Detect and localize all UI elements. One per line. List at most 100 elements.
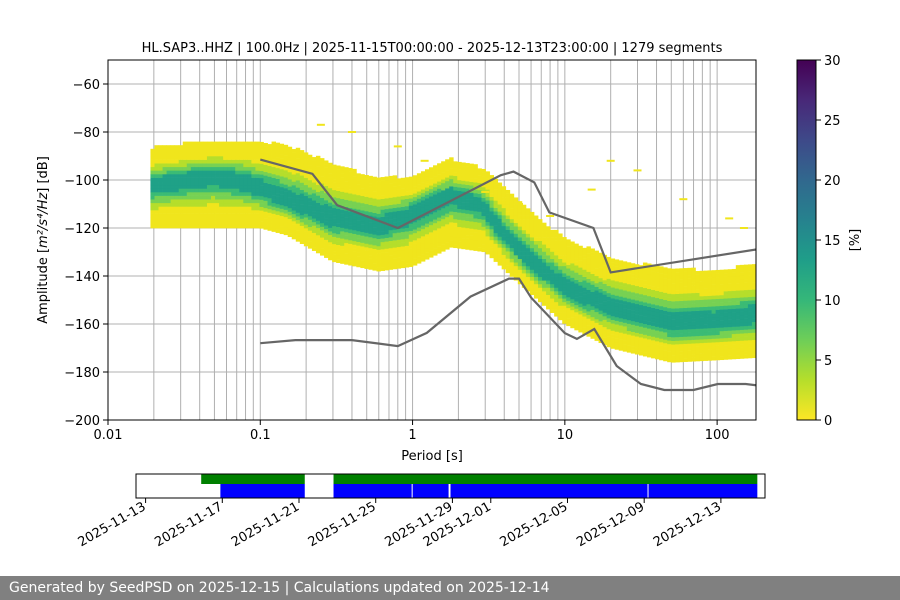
heatmap-cell [743, 275, 749, 280]
heatmap-cell [279, 194, 285, 199]
heatmap-cell [679, 293, 684, 298]
heatmap-cell [687, 343, 692, 348]
heatmap-cell [408, 245, 414, 249]
heatmap-cell [315, 216, 321, 221]
heatmap-cell [215, 141, 220, 146]
heatmap-cell [396, 199, 402, 204]
heatmap-cell [384, 230, 390, 235]
heatmap-cell [711, 327, 717, 332]
heatmap-cell [174, 156, 180, 160]
heatmap-cell [501, 197, 507, 201]
heatmap-cell [630, 263, 636, 268]
heatmap-cell [671, 315, 676, 320]
heatmap-cell [493, 196, 499, 201]
heatmap-cell [513, 215, 519, 220]
heatmap-cell [344, 228, 349, 233]
heatmap-cell [299, 232, 305, 237]
heatmap-cell [731, 276, 737, 281]
heatmap-cell [384, 255, 390, 260]
heatmap-cell [384, 248, 390, 253]
heatmap-cell [558, 280, 563, 285]
heatmap-cell [336, 212, 341, 217]
heatmap-cell [647, 328, 652, 333]
heatmap-cell [344, 249, 349, 254]
heatmap-cell [707, 284, 712, 289]
heatmap-cell [247, 199, 252, 204]
heatmap-cell [529, 287, 535, 292]
heatmap-cell [215, 206, 220, 211]
heatmap-cell [231, 192, 236, 196]
heatmap-cell [655, 330, 660, 335]
heatmap-cell [441, 218, 446, 223]
heatmap-cell [598, 274, 603, 279]
heatmap-cell [396, 253, 402, 258]
heatmap-cell [211, 145, 216, 150]
heatmap-cell [529, 276, 535, 281]
heatmap-cell [743, 322, 749, 327]
heatmap-cell [364, 207, 369, 212]
heatmap-cell [691, 314, 696, 319]
heatmap-cell [356, 191, 361, 196]
heatmap-cell [590, 273, 595, 278]
heatmap-cell [461, 187, 466, 192]
heatmap-cell [449, 160, 454, 165]
heatmap-cell [420, 250, 426, 255]
heatmap-cell [223, 163, 228, 168]
heatmap-cell [247, 206, 252, 211]
heatmap-cell [513, 222, 519, 227]
heatmap-cell [223, 184, 228, 189]
heatmap-cell [320, 172, 325, 177]
heatmap-cell [340, 202, 345, 207]
heatmap-cell [723, 337, 729, 342]
heatmap-cell [243, 141, 248, 146]
heatmap-cell [554, 291, 559, 295]
heatmap-cell [291, 203, 297, 207]
heatmap-cell [231, 145, 236, 150]
heatmap-cell [618, 303, 624, 308]
heatmap-cell [570, 288, 575, 293]
heatmap-cell [610, 258, 616, 263]
heatmap-cell [445, 188, 450, 193]
heatmap-cell [275, 221, 281, 226]
heatmap-cell [719, 330, 725, 335]
heatmap-cell [509, 247, 515, 252]
heatmap-cell [647, 303, 652, 308]
colorbar-tick-label: 0 [824, 414, 832, 429]
heatmap-cell [396, 214, 402, 219]
heatmap-cell [590, 259, 595, 264]
heatmap-cell [513, 265, 519, 270]
heatmap-cell [461, 173, 466, 178]
heatmap-cell [719, 284, 725, 289]
heatmap-cell [324, 171, 329, 176]
heatmap-cell [719, 276, 725, 281]
heatmap-cell [606, 274, 612, 279]
heatmap-cell [332, 204, 337, 209]
heatmap-cell [493, 207, 499, 212]
heatmap-cell [751, 346, 757, 351]
heatmap-cell [699, 281, 704, 286]
heatmap-cell [667, 343, 672, 348]
heatmap-cell [542, 233, 547, 238]
heatmap-cell [473, 243, 478, 248]
heatmap-cell [655, 344, 660, 349]
heatmap-cell [231, 217, 236, 222]
heatmap-cell [311, 203, 317, 208]
heatmap-cell [227, 166, 232, 171]
heatmap-cell [178, 170, 184, 175]
heatmap-cell [303, 174, 309, 178]
heatmap-cell [352, 262, 357, 267]
heatmap-cell [473, 218, 478, 223]
heatmap-cell [364, 182, 369, 187]
heatmap-cell [727, 319, 733, 324]
heatmap-cell [711, 306, 717, 311]
heatmap-cell [166, 184, 172, 189]
heatmap-cell [473, 207, 478, 212]
heatmap-cell [162, 199, 167, 204]
heatmap-cell [747, 329, 753, 334]
heatmap-cell [642, 330, 648, 335]
heatmap-cell [287, 186, 293, 191]
heatmap-cell [303, 224, 309, 229]
heatmap-cell [364, 221, 369, 226]
heatmap-cell [287, 150, 293, 155]
heatmap-cell [424, 194, 430, 199]
